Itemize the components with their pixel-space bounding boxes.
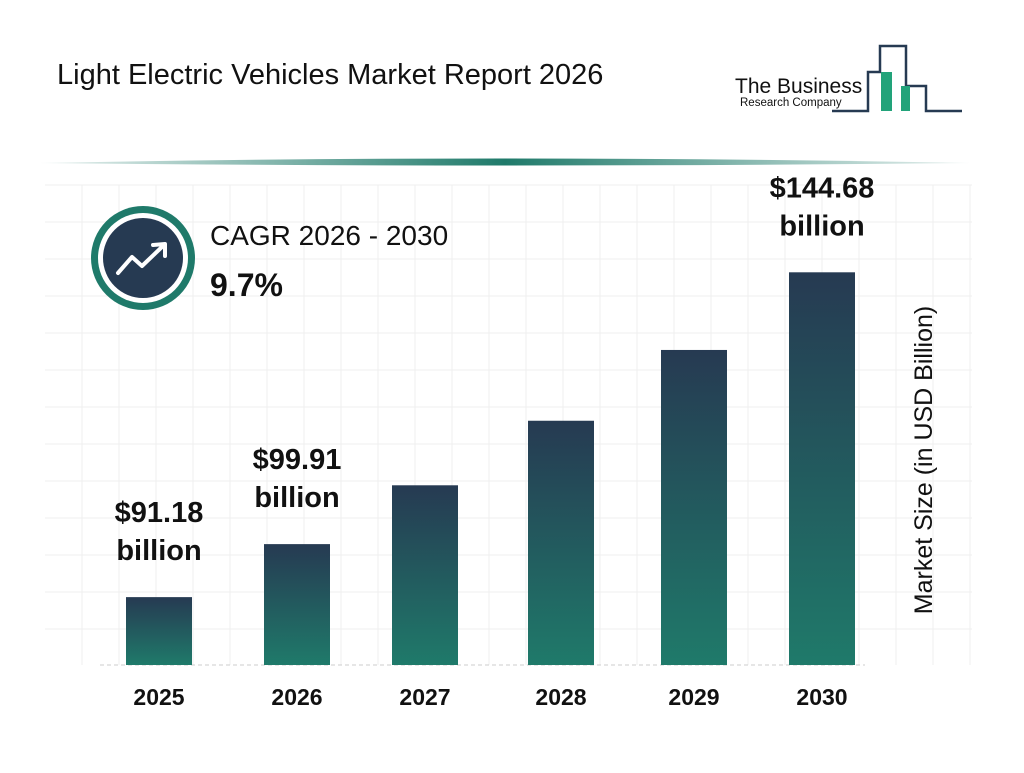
cagr-value: 9.7% <box>210 267 283 303</box>
x-tick-label: 2029 <box>668 684 719 710</box>
x-tick-label: 2027 <box>399 684 450 710</box>
bar <box>661 349 727 665</box>
divider <box>40 158 970 166</box>
logo-line1: The Business <box>735 75 862 98</box>
value-label: $144.68 billion <box>770 172 875 242</box>
cagr-badge <box>91 206 195 310</box>
bar <box>789 272 855 665</box>
cagr-label: CAGR 2026 - 2030 <box>210 220 448 251</box>
bar <box>392 485 458 665</box>
x-tick-label: 2028 <box>535 684 586 710</box>
chart-title: Light Electric Vehicles Market Report 20… <box>57 59 603 91</box>
logo: The Business Research Company <box>735 44 962 113</box>
y-axis-label: Market Size (in USD Billion) <box>910 306 938 614</box>
logo-line2: Research Company <box>740 97 842 109</box>
x-tick-label: 2025 <box>133 684 184 710</box>
x-tick-label: 2026 <box>271 684 322 710</box>
bar <box>126 597 192 665</box>
bar <box>528 420 594 665</box>
x-tick-label: 2030 <box>796 684 847 710</box>
bar <box>264 544 330 665</box>
value-label: $99.91 billion <box>253 444 342 514</box>
value-label: $91.18 billion <box>115 497 204 567</box>
